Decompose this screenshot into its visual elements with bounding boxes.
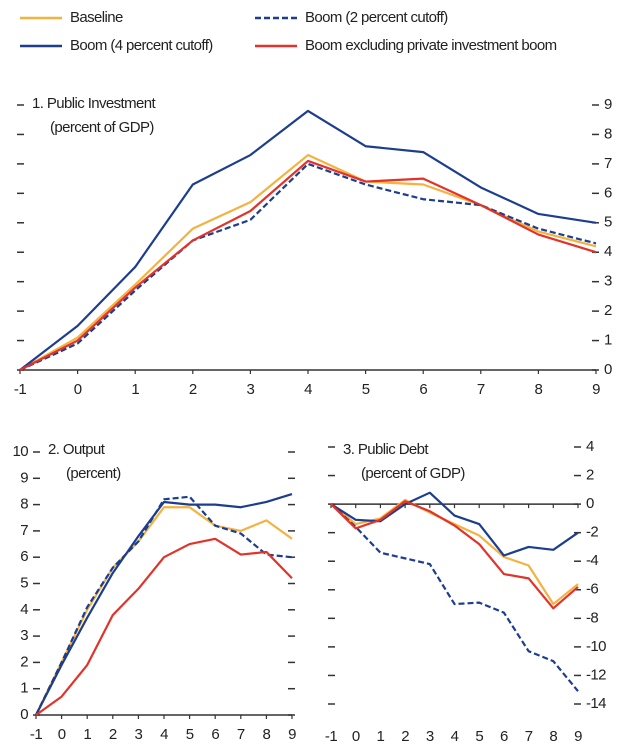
x-tick-label: 4 (304, 381, 312, 398)
y-tick-label: 6 (604, 184, 612, 201)
series-line (330, 500, 579, 610)
panel-title: 2. Output (48, 441, 106, 458)
y-tick-label: -8 (586, 609, 598, 626)
series-line (35, 537, 293, 716)
x-tick-label: 0 (74, 381, 82, 398)
x-tick-label: 7 (477, 381, 485, 398)
panel-subtitle: (percent of GDP) (50, 119, 154, 136)
series-line (19, 109, 597, 371)
x-tick-label: 2 (189, 381, 197, 398)
y-tick-label: 4 (586, 438, 594, 455)
y-tick-label: 5 (604, 214, 612, 231)
x-tick-label: 3 (135, 726, 143, 743)
legend-label: Boom excluding private investment boom (305, 37, 557, 54)
y-tick-label: 2 (586, 467, 594, 484)
legend-label: Boom (2 percent cutoff) (305, 9, 448, 26)
x-tick-label: 6 (211, 726, 219, 743)
x-tick-label: 8 (549, 728, 557, 745)
x-tick-label: 3 (426, 728, 434, 745)
y-tick-label: -6 (586, 581, 598, 598)
y-tick-label: 7 (20, 522, 28, 539)
x-tick-label: 8 (535, 381, 543, 398)
x-tick-label: 3 (247, 381, 255, 398)
x-tick-label: -1 (30, 726, 42, 743)
x-tick-label: 5 (475, 728, 483, 745)
x-tick-label: -1 (14, 381, 26, 398)
x-tick-label: 7 (237, 726, 245, 743)
x-tick-label: 0 (58, 726, 66, 743)
y-tick-label: 6 (20, 548, 28, 565)
y-tick-label: 0 (604, 361, 612, 378)
series-line (35, 506, 293, 716)
x-tick-label: 4 (451, 728, 459, 745)
x-tick-label: 0 (352, 728, 360, 745)
series-line (35, 493, 293, 716)
series-line (19, 159, 597, 371)
y-tick-label: -14 (586, 695, 606, 712)
series-line (330, 503, 579, 692)
x-tick-label: 5 (186, 726, 194, 743)
y-tick-label: 4 (604, 243, 612, 260)
y-tick-label: 3 (20, 627, 28, 644)
panel-subtitle: (percent) (66, 465, 121, 482)
panel-title: 1. Public Investment (32, 95, 156, 112)
x-tick-label: 7 (525, 728, 533, 745)
y-tick-label: 2 (20, 653, 28, 670)
y-tick-label: 7 (604, 155, 612, 172)
y-tick-label: 9 (20, 469, 28, 486)
y-tick-label: -10 (586, 638, 606, 655)
x-tick-label: 5 (362, 381, 370, 398)
y-tick-label: 4 (20, 601, 28, 618)
legend-label: Baseline (70, 9, 123, 26)
y-tick-label: 8 (604, 125, 612, 142)
y-tick-label: 8 (20, 496, 28, 513)
y-tick-label: 0 (586, 495, 594, 512)
y-tick-label: -4 (586, 552, 598, 569)
y-tick-label: -12 (586, 666, 606, 683)
y-tick-label: 9 (604, 96, 612, 113)
y-tick-label: 1 (20, 680, 28, 697)
x-tick-label: 6 (500, 728, 508, 745)
x-tick-label: 8 (263, 726, 271, 743)
x-tick-label: 4 (160, 726, 168, 743)
series-line (330, 491, 579, 557)
y-tick-label: -2 (586, 524, 598, 541)
x-tick-label: 1 (131, 381, 139, 398)
y-tick-label: 1 (604, 332, 612, 349)
x-tick-label: 9 (574, 728, 582, 745)
series-line (35, 495, 293, 716)
y-tick-label: 2 (604, 302, 612, 319)
x-tick-label: -1 (325, 728, 337, 745)
series-line (19, 162, 597, 371)
series-line (19, 153, 597, 371)
y-tick-label: 5 (20, 574, 28, 591)
x-tick-label: 9 (592, 381, 600, 398)
x-tick-label: 2 (401, 728, 409, 745)
x-tick-label: 6 (419, 381, 427, 398)
x-tick-label: 9 (288, 726, 296, 743)
y-tick-label: 3 (604, 273, 612, 290)
panel-subtitle: (percent of GDP) (361, 465, 465, 482)
y-tick-label: 0 (20, 706, 28, 723)
y-tick-label: 10 (13, 443, 29, 460)
x-tick-label: 2 (109, 726, 117, 743)
panel-title: 3. Public Debt (343, 441, 429, 458)
x-tick-label: 1 (377, 728, 385, 745)
legend-label: Boom (4 percent cutoff) (70, 37, 213, 54)
x-tick-label: 1 (83, 726, 91, 743)
